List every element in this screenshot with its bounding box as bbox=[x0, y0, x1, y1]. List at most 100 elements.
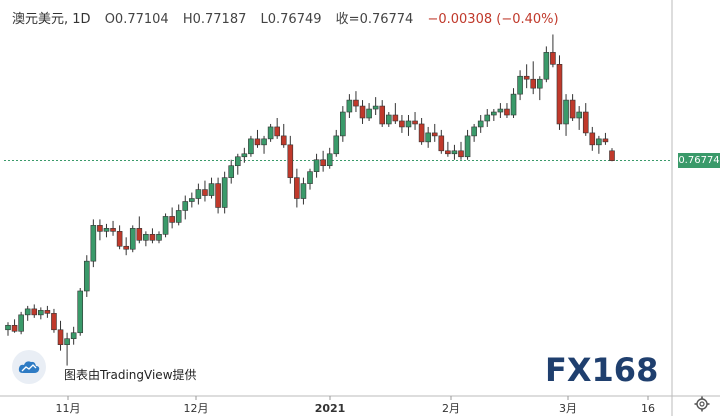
candle-body bbox=[5, 324, 11, 331]
x-tick-label: 2021 bbox=[315, 402, 346, 415]
candle-body bbox=[202, 189, 208, 196]
candle-body bbox=[83, 260, 90, 292]
candle-body bbox=[103, 228, 110, 232]
candle-body bbox=[136, 228, 143, 241]
candle-body bbox=[523, 75, 530, 80]
candle-body bbox=[556, 64, 563, 125]
candle-body bbox=[57, 329, 64, 345]
candle-body bbox=[372, 105, 379, 110]
candle-body bbox=[353, 99, 359, 107]
candle-body bbox=[399, 120, 405, 128]
candle-body bbox=[536, 78, 543, 89]
x-tick-label: 16 bbox=[641, 402, 655, 415]
candle-body bbox=[477, 120, 484, 128]
candle-body bbox=[31, 308, 38, 316]
candle-body bbox=[471, 126, 477, 137]
candle-body bbox=[208, 183, 215, 196]
candle-body bbox=[110, 228, 116, 232]
candle-body bbox=[149, 234, 156, 241]
candle-body bbox=[431, 132, 438, 137]
candle-body bbox=[497, 108, 504, 113]
chart-header: 澳元美元, 1D O0.77104 H0.77187 L0.76749 收=0.… bbox=[12, 8, 569, 27]
candle-body bbox=[379, 105, 386, 125]
tradingview-credit[interactable]: 图表由TradingView提供 bbox=[64, 368, 197, 382]
candle-body bbox=[64, 338, 70, 345]
change-value: −0.00308 (−0.40%) bbox=[427, 12, 559, 27]
candle-body bbox=[267, 126, 274, 140]
fx168-logo: FX168 bbox=[545, 352, 658, 386]
candle-body bbox=[326, 153, 333, 167]
candle-body bbox=[182, 201, 189, 211]
x-tick-label: 11月 bbox=[56, 402, 81, 415]
candle-body bbox=[129, 228, 136, 250]
candle-body bbox=[504, 108, 510, 116]
candle-body bbox=[261, 138, 267, 146]
candle-body bbox=[307, 171, 313, 184]
candle-body bbox=[550, 52, 556, 65]
candle-body bbox=[491, 111, 497, 116]
candle-body bbox=[77, 290, 84, 334]
candle-body bbox=[582, 111, 589, 134]
candle-body bbox=[333, 135, 340, 155]
candle-body bbox=[116, 231, 123, 247]
candle-body bbox=[412, 120, 418, 125]
candle-body bbox=[234, 156, 241, 167]
candle-body bbox=[287, 144, 294, 178]
symbol-label[interactable]: 澳元美元, 1D bbox=[12, 12, 91, 27]
candle-body bbox=[274, 126, 280, 137]
candle-body bbox=[313, 159, 320, 172]
candle-body bbox=[602, 138, 609, 143]
candle-body bbox=[385, 114, 392, 125]
x-tick-label: 3月 bbox=[559, 402, 577, 415]
candle-body bbox=[143, 234, 149, 241]
candle-body bbox=[346, 99, 353, 113]
candle-body bbox=[228, 165, 235, 178]
candle-body bbox=[162, 216, 169, 235]
candle-body bbox=[464, 135, 471, 158]
candle-body bbox=[24, 308, 31, 316]
candle-body bbox=[70, 332, 77, 340]
candle-body bbox=[254, 138, 261, 146]
candle-body bbox=[280, 135, 287, 146]
candle-body bbox=[596, 138, 602, 146]
candle-body bbox=[241, 153, 248, 158]
candle-body bbox=[11, 324, 18, 332]
candle-body bbox=[18, 314, 24, 332]
candle-body bbox=[576, 111, 582, 119]
candle-body bbox=[530, 78, 537, 89]
low-value: L0.76749 bbox=[260, 12, 322, 27]
candle-body bbox=[405, 120, 412, 128]
candle-body bbox=[320, 159, 326, 167]
settings-gear-icon[interactable] bbox=[694, 396, 710, 412]
x-tick-label: 2月 bbox=[442, 402, 460, 415]
candle-body bbox=[445, 150, 451, 155]
candle-body bbox=[366, 108, 372, 119]
candle-body bbox=[418, 123, 425, 143]
high-value: H0.77187 bbox=[182, 12, 247, 27]
candle-body bbox=[510, 93, 517, 116]
candle-body bbox=[294, 177, 300, 199]
last-price-tag: 0.76774 bbox=[678, 153, 720, 169]
candle-body bbox=[609, 150, 615, 161]
candle-body bbox=[589, 132, 596, 146]
candle-body bbox=[123, 245, 129, 250]
candle-body bbox=[563, 99, 569, 125]
candle-body bbox=[517, 75, 523, 95]
close-value: 收=0.76774 bbox=[335, 12, 414, 27]
candle-body bbox=[90, 225, 97, 262]
candle-body bbox=[438, 135, 445, 152]
candle-body bbox=[451, 150, 458, 155]
candle-body bbox=[189, 198, 195, 202]
candle-body bbox=[38, 310, 44, 316]
brand-text: FX168 bbox=[545, 352, 658, 386]
candle-body bbox=[543, 52, 550, 80]
candle-body bbox=[195, 189, 202, 199]
candle-body bbox=[215, 183, 221, 208]
candle-body bbox=[248, 138, 254, 155]
candle-body bbox=[425, 132, 431, 143]
candle-body bbox=[156, 234, 162, 241]
open-value: O0.77104 bbox=[104, 12, 169, 27]
tradingview-badge[interactable] bbox=[12, 350, 46, 384]
candle-body bbox=[569, 99, 576, 119]
